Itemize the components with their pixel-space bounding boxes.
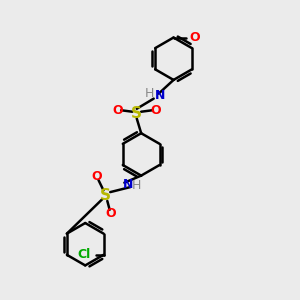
Text: N: N [155,88,166,102]
Text: O: O [105,207,116,220]
Text: H: H [145,87,154,100]
Text: S: S [131,106,142,121]
Text: H: H [132,179,141,192]
Text: N: N [123,178,133,191]
Text: O: O [92,170,102,183]
Text: O: O [112,104,123,117]
Text: Cl: Cl [77,248,90,261]
Text: O: O [190,31,200,44]
Text: O: O [151,104,161,117]
Text: S: S [100,188,111,203]
